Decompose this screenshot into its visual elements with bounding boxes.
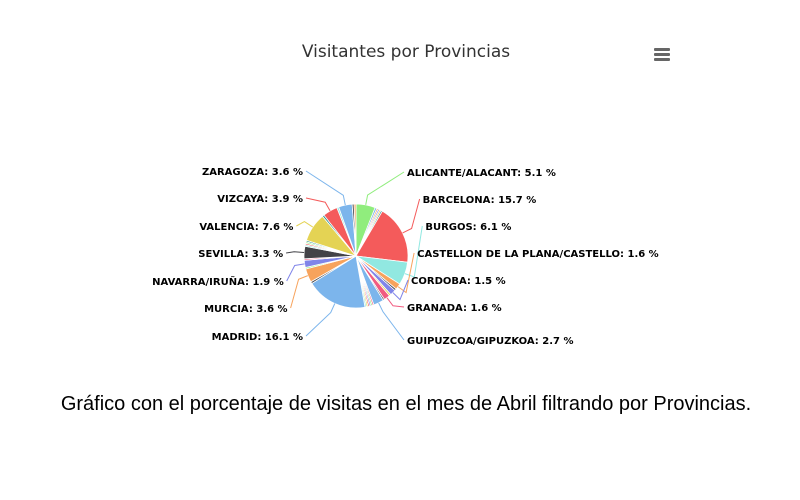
hamburger-menu-icon-line [654,58,670,61]
data-label: CORDOBA: 1.5 % [411,276,506,287]
figure-caption: Gráfico con el porcentaje de visitas en … [60,393,752,415]
label-connectors [286,170,423,341]
label-connector [286,251,305,254]
label-connector [378,302,405,341]
label-connector [290,275,308,309]
label-connector [296,221,314,228]
data-label: ZARAGOZA: 3.6 % [202,167,303,178]
data-label: SEVILLA: 3.3 % [198,249,283,260]
pie-slice-madrid[interactable] [311,255,366,309]
chart-title: Visitantes por Provincias [301,42,511,62]
data-label: CASTELLON DE LA PLANA/CASTELLO: 1.6 % [417,249,659,260]
label-connector [404,225,423,278]
label-connector [305,303,336,337]
label-connector [305,197,331,212]
hamburger-menu-icon-line [654,53,670,56]
data-label: ALICANTE/ALACANT: 5.1 % [407,168,556,179]
hamburger-menu-icon [654,48,670,51]
pie-chart: ALICANTE/ALACANT: 5.1 % BARCELONA: 15.7 %… [152,167,659,347]
label-connector [386,297,405,308]
label-connector [305,170,346,206]
pie-slice[interactable] [353,203,357,257]
data-label: VALENCIA: 7.6 % [199,222,293,233]
label-connector [402,198,421,234]
label-connector [365,171,405,205]
data-label: BARCELONA: 15.7 % [423,195,537,206]
data-label: BURGOS: 6.1 % [425,222,511,233]
data-labels: ALICANTE/ALACANT: 5.1 % BARCELONA: 15.7 %… [152,167,659,347]
label-connector [392,279,409,301]
data-label: VIZCAYA: 3.9 % [217,194,303,205]
data-label: MURCIA: 3.6 % [204,304,287,315]
pie-slices [303,203,409,309]
data-label: NAVARRA/IRUÑA: 1.9 % [152,275,284,288]
data-label: MADRID: 16.1 % [212,332,303,343]
label-connector [286,263,305,282]
pie-slice-barcelona[interactable] [355,210,409,263]
data-label: GUIPUZCOA/GIPUZKOA: 2.7 % [407,336,574,347]
label-connector [397,252,415,294]
chart-menu-button[interactable] [652,48,672,66]
data-label: GRANADA: 1.6 % [407,303,502,314]
